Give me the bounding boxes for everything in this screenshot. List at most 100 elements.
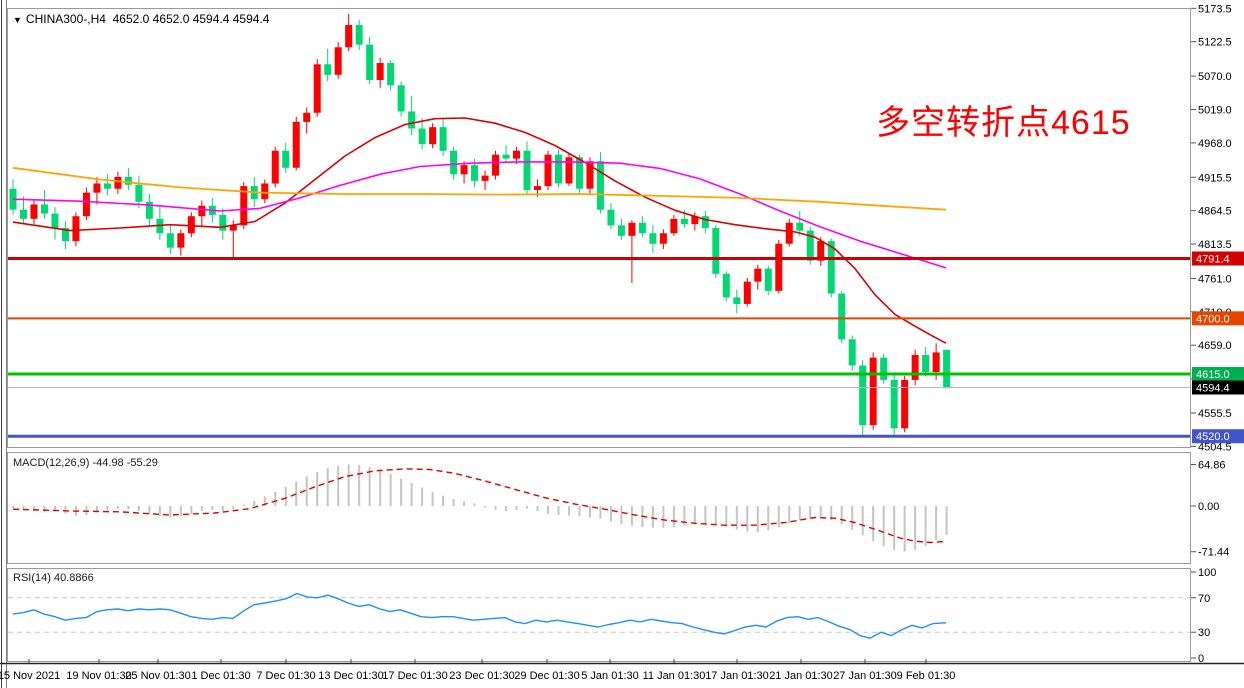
candle-body: [932, 352, 940, 373]
candle-body: [544, 154, 552, 187]
candle-body: [638, 222, 646, 234]
candle-body: [827, 241, 835, 294]
candle-body: [103, 183, 111, 189]
candle-body: [649, 233, 657, 244]
candle-body: [554, 154, 562, 184]
candle-body: [145, 201, 153, 219]
price-axis-label: 5122.5: [1198, 37, 1232, 49]
candle-body: [869, 357, 877, 426]
time-axis-label: 23 Dec 01:30: [449, 670, 514, 682]
time-axis-label: 21 Jan 01:30: [769, 670, 833, 682]
candle-body: [408, 111, 416, 129]
candle-body: [691, 216, 699, 225]
candle-body: [198, 205, 206, 217]
candle-body: [292, 121, 300, 168]
candle-body: [534, 186, 541, 191]
price-axis-label: 4915.5: [1198, 172, 1232, 184]
candle-body: [240, 186, 248, 226]
candle-body: [439, 127, 447, 151]
candle-body: [859, 365, 867, 426]
candle-body: [418, 128, 426, 145]
candle-body: [796, 222, 804, 231]
price-axis-label: 5019.0: [1198, 104, 1232, 116]
price-badge-label: 4700.0: [1196, 313, 1230, 325]
candle-body: [943, 349, 951, 388]
pane-border-1: [7, 452, 1191, 564]
price-axis-label: 4864.5: [1198, 206, 1232, 218]
candle-body: [565, 157, 573, 184]
candle-body: [40, 204, 48, 214]
rsi-axis-label: 70: [1198, 593, 1210, 605]
candle-body: [366, 44, 374, 81]
candle-body: [187, 216, 195, 234]
time-axis-label: 11 Jan 01:30: [643, 670, 706, 682]
candle-body: [880, 357, 888, 380]
rsi-pane-title: RSI(14) 40.8866: [13, 572, 94, 584]
price-badge-label: 4791.4: [1196, 254, 1230, 266]
time-axis-label: 5 Jan 01:30: [581, 670, 639, 682]
candle-body: [19, 209, 27, 219]
candle-body: [271, 150, 279, 184]
candle-body: [376, 63, 384, 81]
collapse-triangle-icon[interactable]: ▼: [13, 15, 22, 25]
candle-body: [764, 268, 772, 291]
candle-body: [806, 230, 814, 261]
price-axis-label: 4968.0: [1198, 138, 1232, 150]
macd-axis-label: 0.00: [1198, 501, 1219, 513]
candle-body: [890, 379, 898, 429]
candle-body: [722, 273, 730, 298]
chart-pane-left-border: [6, 0, 7, 688]
window-left-border: [1, 0, 2, 688]
rsi-line: [12, 592, 947, 639]
candle-body: [911, 355, 919, 380]
candle-body: [124, 176, 132, 185]
candle-body: [785, 222, 793, 244]
candle-body: [387, 63, 395, 86]
candle-body: [93, 183, 101, 193]
time-axis-label: 17 Jan 01:30: [705, 670, 769, 682]
price-axis-label: 5173.5: [1198, 3, 1232, 15]
price-badge-4791.4: [1192, 251, 1244, 266]
ma-slow-orange: [12, 166, 947, 211]
ma-fast-red: [12, 117, 947, 344]
candle-body: [460, 165, 468, 175]
candle-body: [701, 216, 709, 228]
candle-body: [355, 25, 363, 45]
main-pane-title: ▼ CHINA300-,H4 4652.0 4652.0 4594.4 4594.…: [13, 12, 269, 26]
time-axis-label: 9 Feb 01:30: [897, 670, 956, 682]
candle-body: [743, 281, 751, 304]
candle-body: [334, 47, 342, 75]
candle-body: [30, 204, 38, 219]
candle-body: [177, 233, 185, 248]
candle-body: [712, 228, 720, 274]
price-badge-4615.0: [1192, 367, 1244, 382]
candle-body: [922, 355, 930, 373]
time-axis-label: 29 Dec 01:30: [514, 670, 579, 682]
price-axis-label: 4659.0: [1198, 340, 1232, 352]
rsi-axis-label: 0: [1198, 653, 1204, 665]
candle-body: [817, 241, 825, 261]
rsi-value: 40.8866: [53, 572, 94, 584]
symbol-timeframe-label: CHINA300-,H4: [25, 12, 106, 26]
candle-body: [754, 268, 762, 282]
candle-body: [775, 243, 783, 291]
candle-body: [324, 64, 332, 75]
candle-body: [166, 233, 174, 248]
candle-body: [617, 225, 625, 236]
price-badge-label: 4594.4: [1196, 383, 1230, 395]
candle-body: [397, 85, 405, 112]
price-axis-label: 4555.5: [1198, 408, 1232, 420]
candle-body: [523, 150, 531, 191]
candle-body: [733, 297, 741, 304]
candle-body: [838, 293, 846, 340]
candle-body: [229, 225, 237, 231]
candle-body: [72, 216, 80, 242]
ohlc-values: 4652.0 4652.0 4594.4 4594.4: [112, 12, 270, 26]
time-axis-label: 7 Dec 01:30: [256, 670, 315, 682]
candle-body: [502, 154, 510, 159]
macd-label: MACD(12,26,9): [13, 457, 90, 469]
candle-body: [82, 192, 90, 217]
time-axis-label: 25 Nov 01:30: [125, 670, 190, 682]
candle-body: [607, 209, 615, 226]
candle-body: [345, 25, 353, 48]
